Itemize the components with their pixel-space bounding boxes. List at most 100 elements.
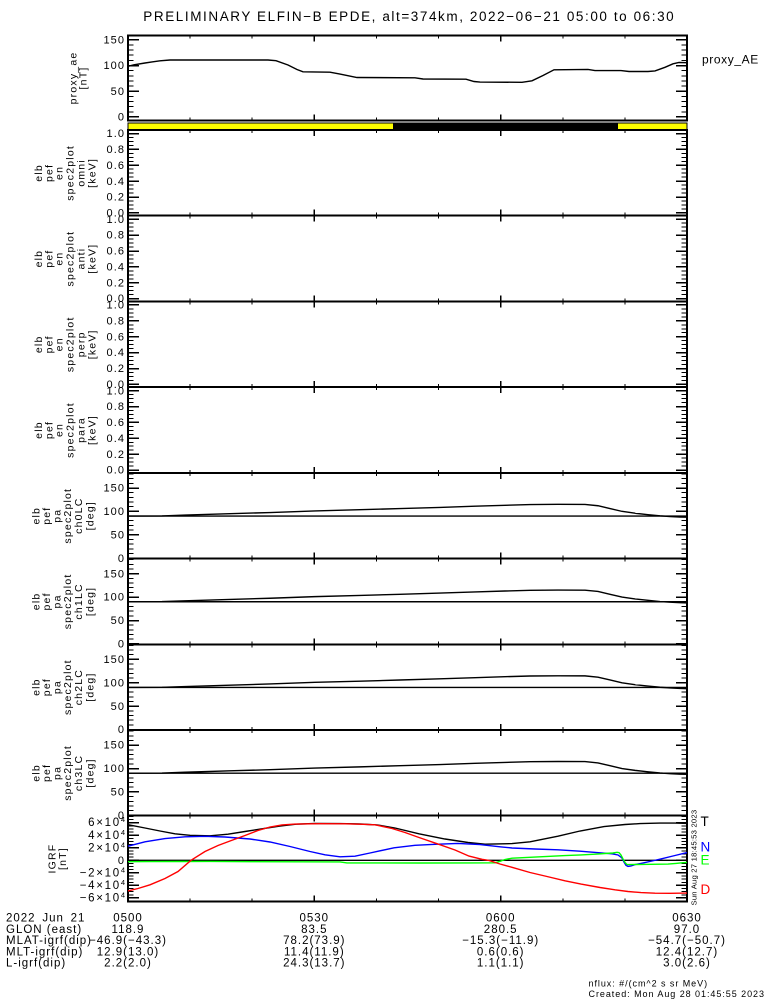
svg-text:MLAT-igrf(dip): MLAT-igrf(dip) [6, 935, 92, 947]
svg-text:100: 100 [103, 60, 125, 72]
svg-text:[nT]: [nT] [78, 67, 90, 90]
svg-text:elb: elb [31, 593, 43, 611]
svg-text:spec2plot: spec2plot [62, 659, 74, 715]
svg-text:[deg]: [deg] [84, 587, 96, 616]
svg-text:0.6(0.6): 0.6(0.6) [477, 946, 525, 958]
svg-text:0: 0 [118, 553, 125, 565]
svg-text:−4×104: −4×104 [80, 878, 126, 892]
svg-text:PRELIMINARY ELFIN−B EPDE, alt=: PRELIMINARY ELFIN−B EPDE, alt=374km, 202… [143, 9, 675, 24]
svg-text:0530: 0530 [300, 913, 330, 925]
svg-text:ch1LC: ch1LC [73, 583, 85, 619]
svg-text:pef: pef [41, 764, 53, 782]
svg-text:pef: pef [44, 335, 56, 353]
svg-text:en: en [54, 337, 66, 351]
svg-text:GLON (east): GLON (east) [6, 924, 82, 936]
svg-text:D: D [701, 882, 711, 897]
svg-text:50: 50 [111, 86, 125, 98]
svg-text:0600: 0600 [486, 913, 516, 925]
svg-text:omni: omni [75, 159, 87, 187]
svg-text:anti: anti [75, 248, 87, 270]
svg-text:0.4: 0.4 [107, 433, 126, 445]
svg-text:en: en [54, 252, 66, 266]
svg-text:spec2plot: spec2plot [65, 402, 77, 458]
svg-text:1.0: 1.0 [107, 214, 126, 226]
svg-text:0.0: 0.0 [107, 379, 126, 391]
svg-text:proxy_ae: proxy_ae [68, 52, 80, 105]
svg-text:0.6: 0.6 [107, 331, 126, 343]
svg-text:100: 100 [103, 506, 125, 518]
svg-text:0: 0 [118, 810, 125, 822]
svg-text:ch0LC: ch0LC [73, 498, 85, 534]
svg-text:spec2plot: spec2plot [62, 488, 74, 544]
svg-text:97.0: 97.0 [674, 924, 700, 936]
svg-text:E: E [701, 852, 710, 867]
svg-text:−15.3(−11.9): −15.3(−11.9) [462, 935, 539, 947]
svg-text:elb: elb [31, 678, 43, 696]
svg-text:24.3(13.7): 24.3(13.7) [283, 958, 345, 970]
svg-text:0.6: 0.6 [107, 246, 126, 258]
svg-text:83.5: 83.5 [301, 924, 327, 936]
svg-text:1.0: 1.0 [107, 385, 126, 397]
svg-text:1.0: 1.0 [107, 128, 126, 140]
svg-text:6×104: 6×104 [88, 815, 125, 829]
svg-text:−6×104: −6×104 [80, 891, 126, 905]
svg-text:1.0: 1.0 [107, 300, 126, 312]
svg-text:0500: 0500 [113, 913, 143, 925]
svg-text:150: 150 [103, 654, 125, 666]
svg-text:0.8: 0.8 [107, 315, 126, 327]
svg-text:pef: pef [41, 678, 53, 696]
svg-text:elb: elb [33, 164, 45, 182]
svg-text:spec2plot: spec2plot [65, 316, 77, 372]
svg-text:elb: elb [33, 250, 45, 268]
svg-text:pa: pa [51, 594, 63, 608]
svg-text:[keV]: [keV] [87, 415, 99, 445]
svg-text:0: 0 [118, 724, 125, 736]
svg-text:pa: pa [51, 766, 63, 780]
svg-text:nflux: #/(cm^2 s sr MeV): nflux: #/(cm^2 s sr MeV) [589, 979, 709, 989]
svg-text:2022 Jun 21: 2022 Jun 21 [6, 913, 85, 925]
svg-text:100: 100 [103, 677, 125, 689]
svg-text:0.0: 0.0 [107, 208, 126, 220]
svg-text:150: 150 [103, 740, 125, 752]
svg-text:spec2plot: spec2plot [65, 145, 77, 201]
svg-text:12.9(13.0): 12.9(13.0) [97, 946, 159, 958]
svg-text:100: 100 [103, 592, 125, 604]
svg-text:−54.7(−50.7): −54.7(−50.7) [648, 935, 726, 947]
svg-text:0.2: 0.2 [107, 192, 126, 204]
svg-text:0630: 0630 [672, 913, 702, 925]
svg-text:150: 150 [103, 568, 125, 580]
svg-text:pa: pa [51, 509, 63, 523]
svg-text:0.8: 0.8 [107, 401, 126, 413]
svg-text:118.9: 118.9 [112, 924, 145, 936]
svg-text:−46.9(−43.3): −46.9(−43.3) [89, 935, 167, 947]
svg-text:0: 0 [118, 639, 125, 651]
svg-text:pef: pef [44, 164, 56, 182]
svg-text:12.4(12.7): 12.4(12.7) [656, 946, 718, 958]
svg-text:[deg]: [deg] [84, 672, 96, 701]
svg-text:0: 0 [118, 112, 125, 124]
svg-text:0.6: 0.6 [107, 417, 126, 429]
svg-text:4×104: 4×104 [88, 828, 125, 842]
svg-text:50: 50 [111, 529, 125, 541]
svg-text:0.8: 0.8 [107, 230, 126, 242]
svg-text:N: N [701, 840, 711, 855]
svg-text:150: 150 [103, 34, 125, 46]
svg-text:−2×104: −2×104 [80, 865, 126, 879]
svg-text:spec2plot: spec2plot [65, 231, 77, 287]
svg-text:[deg]: [deg] [84, 501, 96, 530]
svg-text:elb: elb [33, 421, 45, 439]
svg-text:T: T [701, 814, 709, 829]
svg-text:150: 150 [103, 483, 125, 495]
svg-text:0.4: 0.4 [107, 176, 126, 188]
svg-text:11.4(11.9): 11.4(11.9) [284, 946, 345, 958]
svg-text:pef: pef [41, 507, 53, 525]
svg-text:Created: Mon Aug 28 01:45:55 2: Created: Mon Aug 28 01:45:55 2023 [589, 989, 765, 999]
svg-text:0: 0 [118, 855, 125, 867]
svg-text:2.2(2.0): 2.2(2.0) [104, 958, 152, 970]
svg-text:proxy_AE: proxy_AE [702, 53, 759, 67]
svg-text:[keV]: [keV] [87, 158, 99, 188]
svg-text:elb: elb [31, 507, 43, 525]
svg-text:para: para [75, 417, 87, 443]
svg-text:elb: elb [33, 335, 45, 353]
svg-text:1.1(1.1): 1.1(1.1) [477, 958, 525, 970]
